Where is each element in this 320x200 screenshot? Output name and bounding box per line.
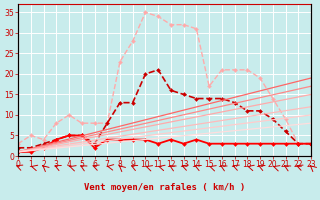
X-axis label: Vent moyen/en rafales ( km/h ): Vent moyen/en rafales ( km/h ) (84, 183, 245, 192)
